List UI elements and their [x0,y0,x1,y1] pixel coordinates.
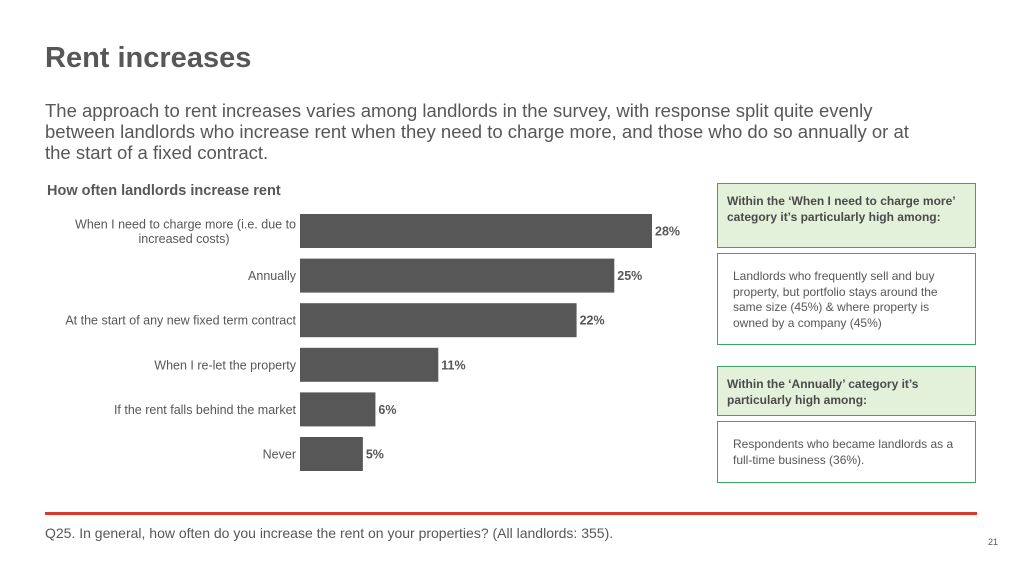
bar-value-label-4: 11% [441,358,465,372]
bar-3 [300,303,577,338]
bar-value-label-1: 28% [655,225,680,239]
category-label-6: Never [263,448,296,462]
bar-value-label-6: 5% [366,448,384,462]
chart-title: How often landlords increase rent [47,183,281,199]
category-label-4: When I re-let the property [154,358,296,372]
category-label-3: At the start of any new fixed term contr… [65,314,296,328]
callout-1-heading: Within the ‘When I need to charge more’ … [717,183,976,248]
callout-2-heading: Within the ‘Annually’ category it’s part… [717,366,976,416]
footnote: Q25. In general, how often do you increa… [45,525,614,541]
category-label-5: If the rent falls behind the market [114,403,297,417]
slide-title: Rent increases [45,42,252,74]
footer-rule [45,512,977,515]
callout-1-body: Landlords who frequently sell and buy pr… [717,253,976,345]
bar-value-label-3: 22% [580,314,605,328]
category-label-1-line-2: increased costs) [138,232,229,246]
bar-4 [300,347,439,382]
category-label-1-line-1: When I need to charge more (i.e. due to [75,217,296,231]
bar-5 [300,392,376,427]
callout-2-body: Respondents who became landlords as a fu… [717,421,976,483]
bar-6 [300,437,363,471]
page-number: 21 [988,537,999,547]
bar-1 [300,214,652,248]
bar-2 [300,258,615,293]
slide-subtitle: The approach to rent increases varies am… [45,100,909,163]
bar-value-label-2: 25% [617,269,642,283]
category-label-2: Annually [248,269,297,283]
bar-chart: 28% When I need to charge more (i.e. due … [65,214,680,471]
bar-value-label-5: 6% [378,403,396,417]
